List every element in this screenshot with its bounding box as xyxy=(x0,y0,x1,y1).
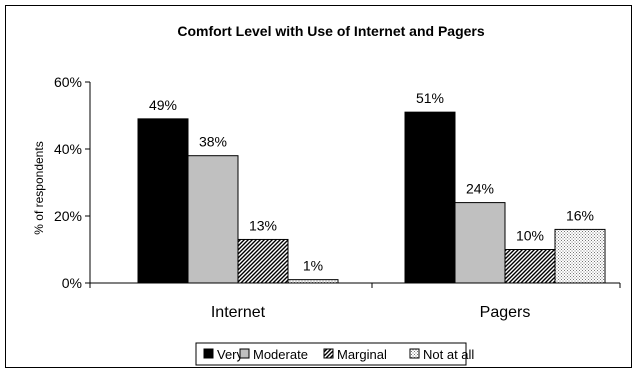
legend: Very Moderate Marginal Not at all xyxy=(195,342,474,366)
data-label: 38% xyxy=(199,134,227,150)
legend-swatch xyxy=(409,348,420,359)
bar-marginal-pagers xyxy=(504,249,556,284)
chart-frame xyxy=(5,5,632,368)
legend-label: Marginal xyxy=(337,347,387,362)
x-category-label: Internet xyxy=(211,304,266,321)
y-tick-label: 40% xyxy=(54,141,82,157)
x-category-label: Pagers xyxy=(480,304,531,321)
legend-swatch xyxy=(323,348,334,359)
y-tick-label: 0% xyxy=(62,275,82,291)
data-label: 24% xyxy=(466,181,494,197)
chart-title: Comfort Level with Use of Internet and P… xyxy=(177,23,484,39)
bar-moderate-pagers xyxy=(454,202,506,284)
bar-moderate-internet xyxy=(187,155,239,284)
bar-very-internet xyxy=(137,118,189,284)
data-label: 51% xyxy=(416,90,444,106)
legend-label: Moderate xyxy=(253,347,308,362)
bar-marginal-internet xyxy=(237,238,289,284)
data-label: 16% xyxy=(566,207,594,223)
bar-not-at-all-internet xyxy=(287,279,339,284)
data-label: 1% xyxy=(303,258,323,274)
bar-very-pagers xyxy=(404,111,456,284)
data-label: 49% xyxy=(149,97,177,113)
y-axis-label: % of respondents xyxy=(32,141,46,234)
y-tick-label: 60% xyxy=(54,74,82,90)
bar-not-at-all-pagers xyxy=(554,228,606,284)
legend-label: Not at all xyxy=(423,347,474,362)
legend-label: Very xyxy=(217,347,244,362)
legend-swatch xyxy=(239,348,250,359)
plot-area: 0% 20% 40% 60% 49% 38% 13% 1% Internet 51% 24% 10% 1… xyxy=(54,74,621,321)
legend-swatch xyxy=(203,348,214,359)
data-label: 10% xyxy=(516,228,544,244)
y-tick-label: 20% xyxy=(54,208,82,224)
data-label: 13% xyxy=(249,217,277,233)
